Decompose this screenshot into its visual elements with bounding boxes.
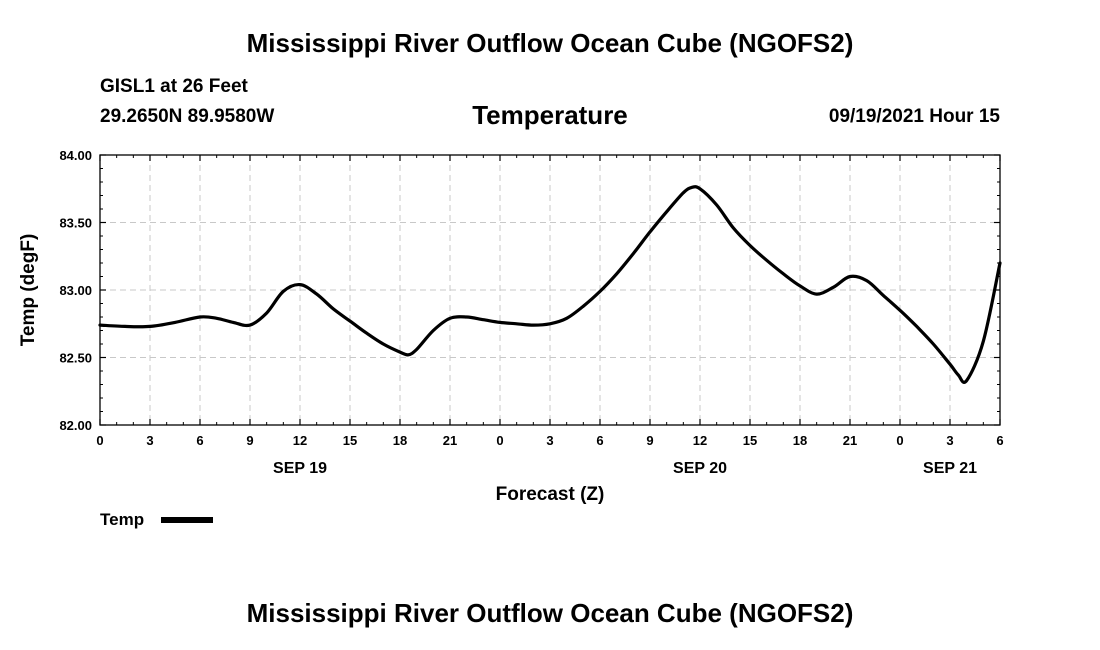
- x-tick-label: 0: [96, 433, 103, 448]
- x-tick-label: 6: [196, 433, 203, 448]
- legend-line-swatch: [161, 517, 213, 523]
- x-tick-label: 3: [146, 433, 153, 448]
- x-tick-label: 12: [693, 433, 707, 448]
- tick-labels: 0 3 6 9 12 15 18 21 0 3 6 9 12 15 18 21 0 3 6 82.00 82.50 83.…: [59, 148, 1003, 477]
- x-tick-label: 0: [496, 433, 503, 448]
- x-tick-label: 15: [743, 433, 757, 448]
- x-tick-label: 21: [443, 433, 457, 448]
- y-axis-title: Temp (degF): [18, 234, 39, 347]
- grid-lines: [100, 155, 1000, 425]
- y-tick-label: 82.50: [59, 351, 92, 366]
- chart-title: Temperature: [472, 100, 628, 130]
- date-label: SEP 19: [273, 460, 327, 477]
- y-tick-label: 84.00: [59, 148, 92, 163]
- x-tick-label: 6: [596, 433, 603, 448]
- x-tick-label: 9: [646, 433, 653, 448]
- x-tick-label: 9: [246, 433, 253, 448]
- y-tick-label: 82.00: [59, 418, 92, 433]
- date-label: SEP 21: [923, 460, 977, 477]
- x-tick-label: 0: [896, 433, 903, 448]
- x-tick-label: 12: [293, 433, 307, 448]
- y-tick-label: 83.50: [59, 216, 92, 231]
- x-tick-label: 15: [343, 433, 357, 448]
- x-tick-label: 3: [946, 433, 953, 448]
- series-line-temp: [98, 185, 1002, 384]
- station-label: GISL1 at 26 Feet: [100, 76, 248, 97]
- x-tick-label: 21: [843, 433, 857, 448]
- x-axis-title: Forecast (Z): [496, 484, 605, 505]
- footer-title: Mississippi River Outflow Ocean Cube (NG…: [246, 598, 854, 628]
- plot-frame: [99, 154, 1001, 426]
- y-tick-label: 83.00: [59, 283, 92, 298]
- series-lines: [98, 185, 1002, 384]
- legend-label: Temp: [100, 510, 145, 529]
- date-label: SEP 20: [673, 460, 727, 477]
- x-tick-label: 18: [793, 433, 807, 448]
- x-tick-label: 6: [996, 433, 1003, 448]
- datetime-label: 09/19/2021 Hour 15: [828, 106, 1000, 127]
- coordinates-label: 29.2650N 89.9580W: [100, 106, 275, 127]
- main-title: Mississippi River Outflow Ocean Cube (NG…: [246, 28, 854, 58]
- x-tick-label: 18: [393, 433, 407, 448]
- x-tick-label: 3: [546, 433, 553, 448]
